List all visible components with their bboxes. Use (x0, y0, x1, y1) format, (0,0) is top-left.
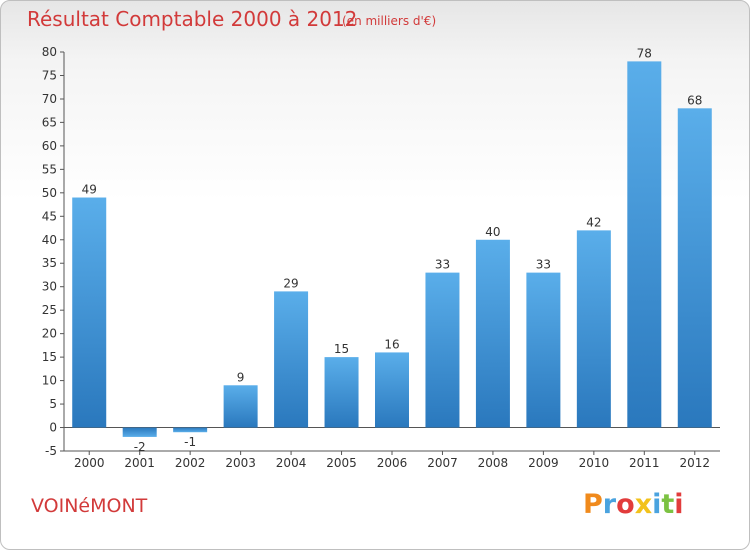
bar-2002 (173, 427, 208, 433)
x-tick-label: 2006 (377, 456, 408, 470)
y-tick-label: 75 (42, 68, 57, 82)
y-tick-label: 80 (42, 45, 57, 59)
x-tick-label: 2009 (528, 456, 559, 470)
x-tick-label: 2004 (276, 456, 307, 470)
bar-2006 (375, 352, 409, 428)
logo-letter: x (634, 489, 653, 520)
proxiti-logo: Proxiti (583, 489, 684, 520)
bar-2011 (627, 61, 662, 428)
value-label-2008: 40 (485, 225, 500, 239)
bar-2003 (223, 385, 258, 428)
value-label-2002: -1 (184, 435, 196, 449)
bars (72, 61, 712, 437)
y-tick-label: 20 (42, 327, 57, 341)
y-tick-label: 5 (49, 397, 57, 411)
value-label-2005: 15 (334, 342, 349, 356)
value-label-2000: 49 (82, 183, 97, 197)
bar-2005 (324, 357, 359, 428)
bar-2010 (576, 230, 611, 428)
value-label-2003: 9 (237, 370, 245, 384)
value-label-2011: 78 (637, 46, 652, 60)
x-tick-label: 2007 (427, 456, 458, 470)
bar-2012 (677, 108, 712, 428)
y-tick-label: 50 (42, 186, 57, 200)
y-tick-label: 70 (42, 92, 57, 106)
x-tick-label: 2002 (175, 456, 206, 470)
y-tick-label: 60 (42, 139, 57, 153)
value-label-2007: 33 (435, 258, 450, 272)
y-tick-label: 30 (42, 280, 57, 294)
logo-letter: i (652, 489, 662, 520)
y-tick-label: 40 (42, 233, 57, 247)
logo-letter: o (616, 489, 635, 520)
y-axis: -5 0 5 10 15 20 25 30 35 40 45 50 55 60 65 70 75 80 (42, 45, 65, 458)
bar-2008 (475, 239, 510, 428)
x-tick-label: 2008 (478, 456, 509, 470)
value-label-2006: 16 (384, 337, 399, 351)
x-tick-label: 2010 (579, 456, 610, 470)
logo-letter: P (583, 489, 603, 520)
logo-letter: t (661, 489, 675, 520)
y-tick-label: 45 (42, 209, 57, 223)
bar-2000 (72, 197, 107, 428)
x-tick-label: 2000 (74, 456, 105, 470)
x-tick-label: 2012 (679, 456, 710, 470)
chart-subtitle: (en milliers d'€) (342, 14, 437, 28)
value-label-2009: 33 (536, 258, 551, 272)
y-tick-label: 0 (49, 421, 57, 435)
y-tick-label: -5 (45, 444, 57, 458)
bar-2004 (274, 291, 309, 428)
value-label-2004: 29 (283, 276, 298, 290)
y-tick-label: 65 (42, 115, 57, 129)
x-tick-label: 2011 (629, 456, 660, 470)
bar-2001 (122, 427, 157, 437)
commune-name: VOINéMONT (31, 495, 148, 517)
y-tick-label: 15 (42, 350, 57, 364)
bar-2009 (526, 272, 561, 428)
value-label-2001: -2 (134, 440, 146, 454)
chart-title: Résultat Comptable 2000 à 2012 (27, 7, 358, 31)
x-axis: 2000 2001 2002 2003 2004 2005 2006 2007 2008 2009… (64, 427, 720, 470)
value-label-2012: 68 (687, 93, 702, 107)
logo-letter: r (602, 489, 617, 520)
y-tick-label: 55 (42, 162, 57, 176)
x-tick-label: 2003 (225, 456, 256, 470)
x-tick-label: 2005 (326, 456, 357, 470)
logo-letter: i (674, 489, 684, 520)
value-labels: 49 -2 -1 9 29 15 16 33 40 33 42 78 68 (82, 46, 703, 454)
y-tick-label: 35 (42, 256, 57, 270)
bar-2007 (425, 272, 460, 428)
y-tick-label: 10 (42, 374, 57, 388)
x-tick-label: 2001 (124, 456, 155, 470)
y-tick-label: 25 (42, 303, 57, 317)
value-label-2010: 42 (586, 215, 601, 229)
